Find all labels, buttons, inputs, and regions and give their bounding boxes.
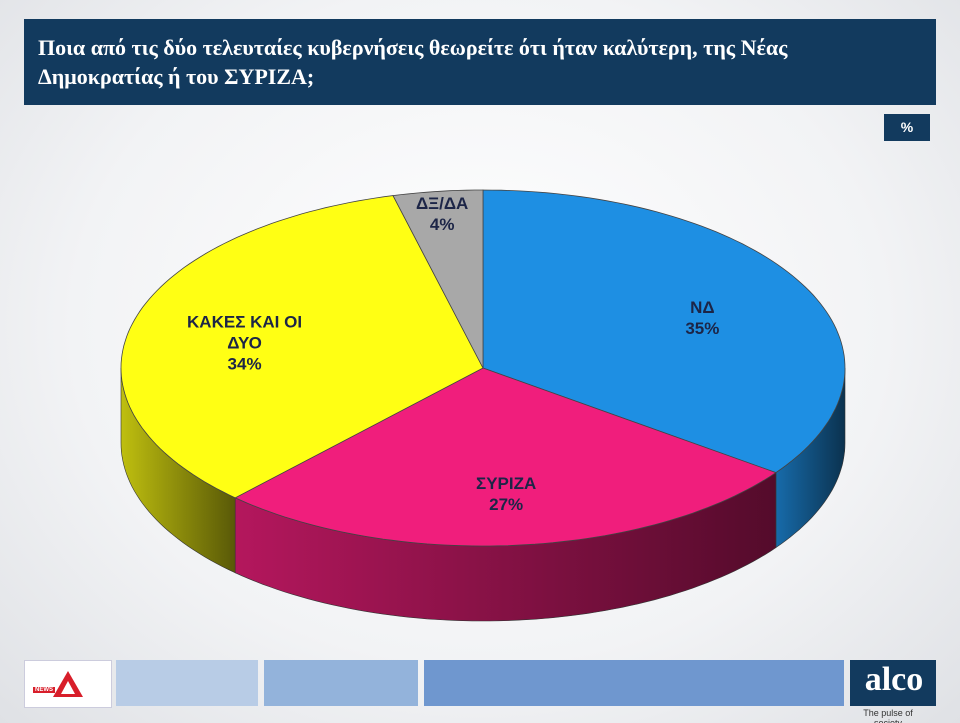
brand-box: alco [850,660,936,706]
chart-title: Ποια από τις δύο τελευταίες κυβερνήσεις … [38,35,788,89]
category-label: ΝΔ [690,298,715,318]
slice [392,189,484,369]
logo-box: NEWS [24,660,112,708]
slice-label: ΚΑΚΕΣ ΚΑΙ ΟΙ ΔΥΟ 34% [170,311,320,374]
logo-icon [53,671,83,697]
footer-band [424,660,844,706]
footer-band [264,660,418,706]
slice-label: ΣΥΡΙΖΑ 27% [431,473,581,515]
footer-band [116,660,258,706]
slice [234,367,777,547]
slice-label: ΔΞ/ΔΑ 4% [407,193,477,235]
slice [482,189,846,474]
unit-badge: % [884,114,930,141]
category-label: ΚΑΚΕΣ ΚΑΙ ΟΙ ΔΥΟ [187,312,303,353]
value-label: 34% [227,354,262,374]
category-label: ΔΞ/ΔΑ [415,194,469,214]
category-label: ΣΥΡΙΖΑ [476,473,537,493]
slice [120,195,484,499]
value-label: 4% [429,215,455,235]
slice-label: ΝΔ 35% [627,297,777,339]
tagline: The pulse of society [863,708,913,723]
value-label: 35% [685,319,720,339]
value-label: 27% [489,494,524,514]
footer: NEWS alco [24,660,936,708]
title-bar: Ποια από τις δύο τελευταίες κυβερνήσεις … [24,19,936,105]
brand: alco [864,661,924,698]
logo-text: NEWS [33,687,55,693]
